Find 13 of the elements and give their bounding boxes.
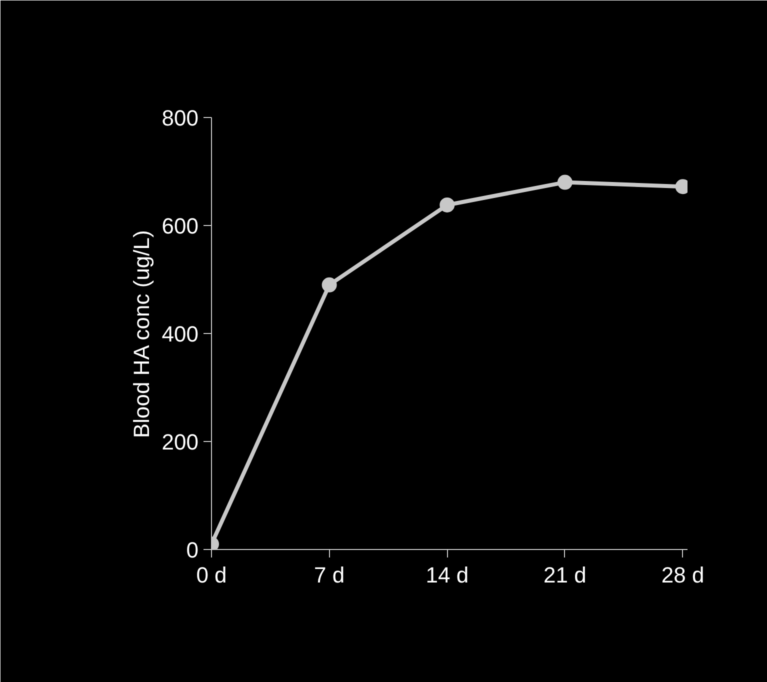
point bbox=[440, 197, 455, 212]
point bbox=[557, 174, 572, 190]
x-tick-label: 28 d bbox=[661, 562, 704, 588]
y-tick-label: 200 bbox=[162, 430, 199, 454]
x-tick-label: 21 d bbox=[544, 562, 586, 588]
x-tick-label: 7 d bbox=[314, 562, 345, 588]
x-tick-label: 14 d bbox=[426, 562, 469, 588]
y-axis-title: Blood HA conc (ug/L) bbox=[128, 230, 154, 438]
x-tick-label: 0 d bbox=[196, 562, 227, 588]
y-tick-label: 400 bbox=[162, 322, 199, 346]
y-tick-label: 0 bbox=[186, 538, 199, 562]
y-tick-label: 600 bbox=[162, 214, 199, 238]
y-tick-label: 800 bbox=[162, 106, 199, 130]
